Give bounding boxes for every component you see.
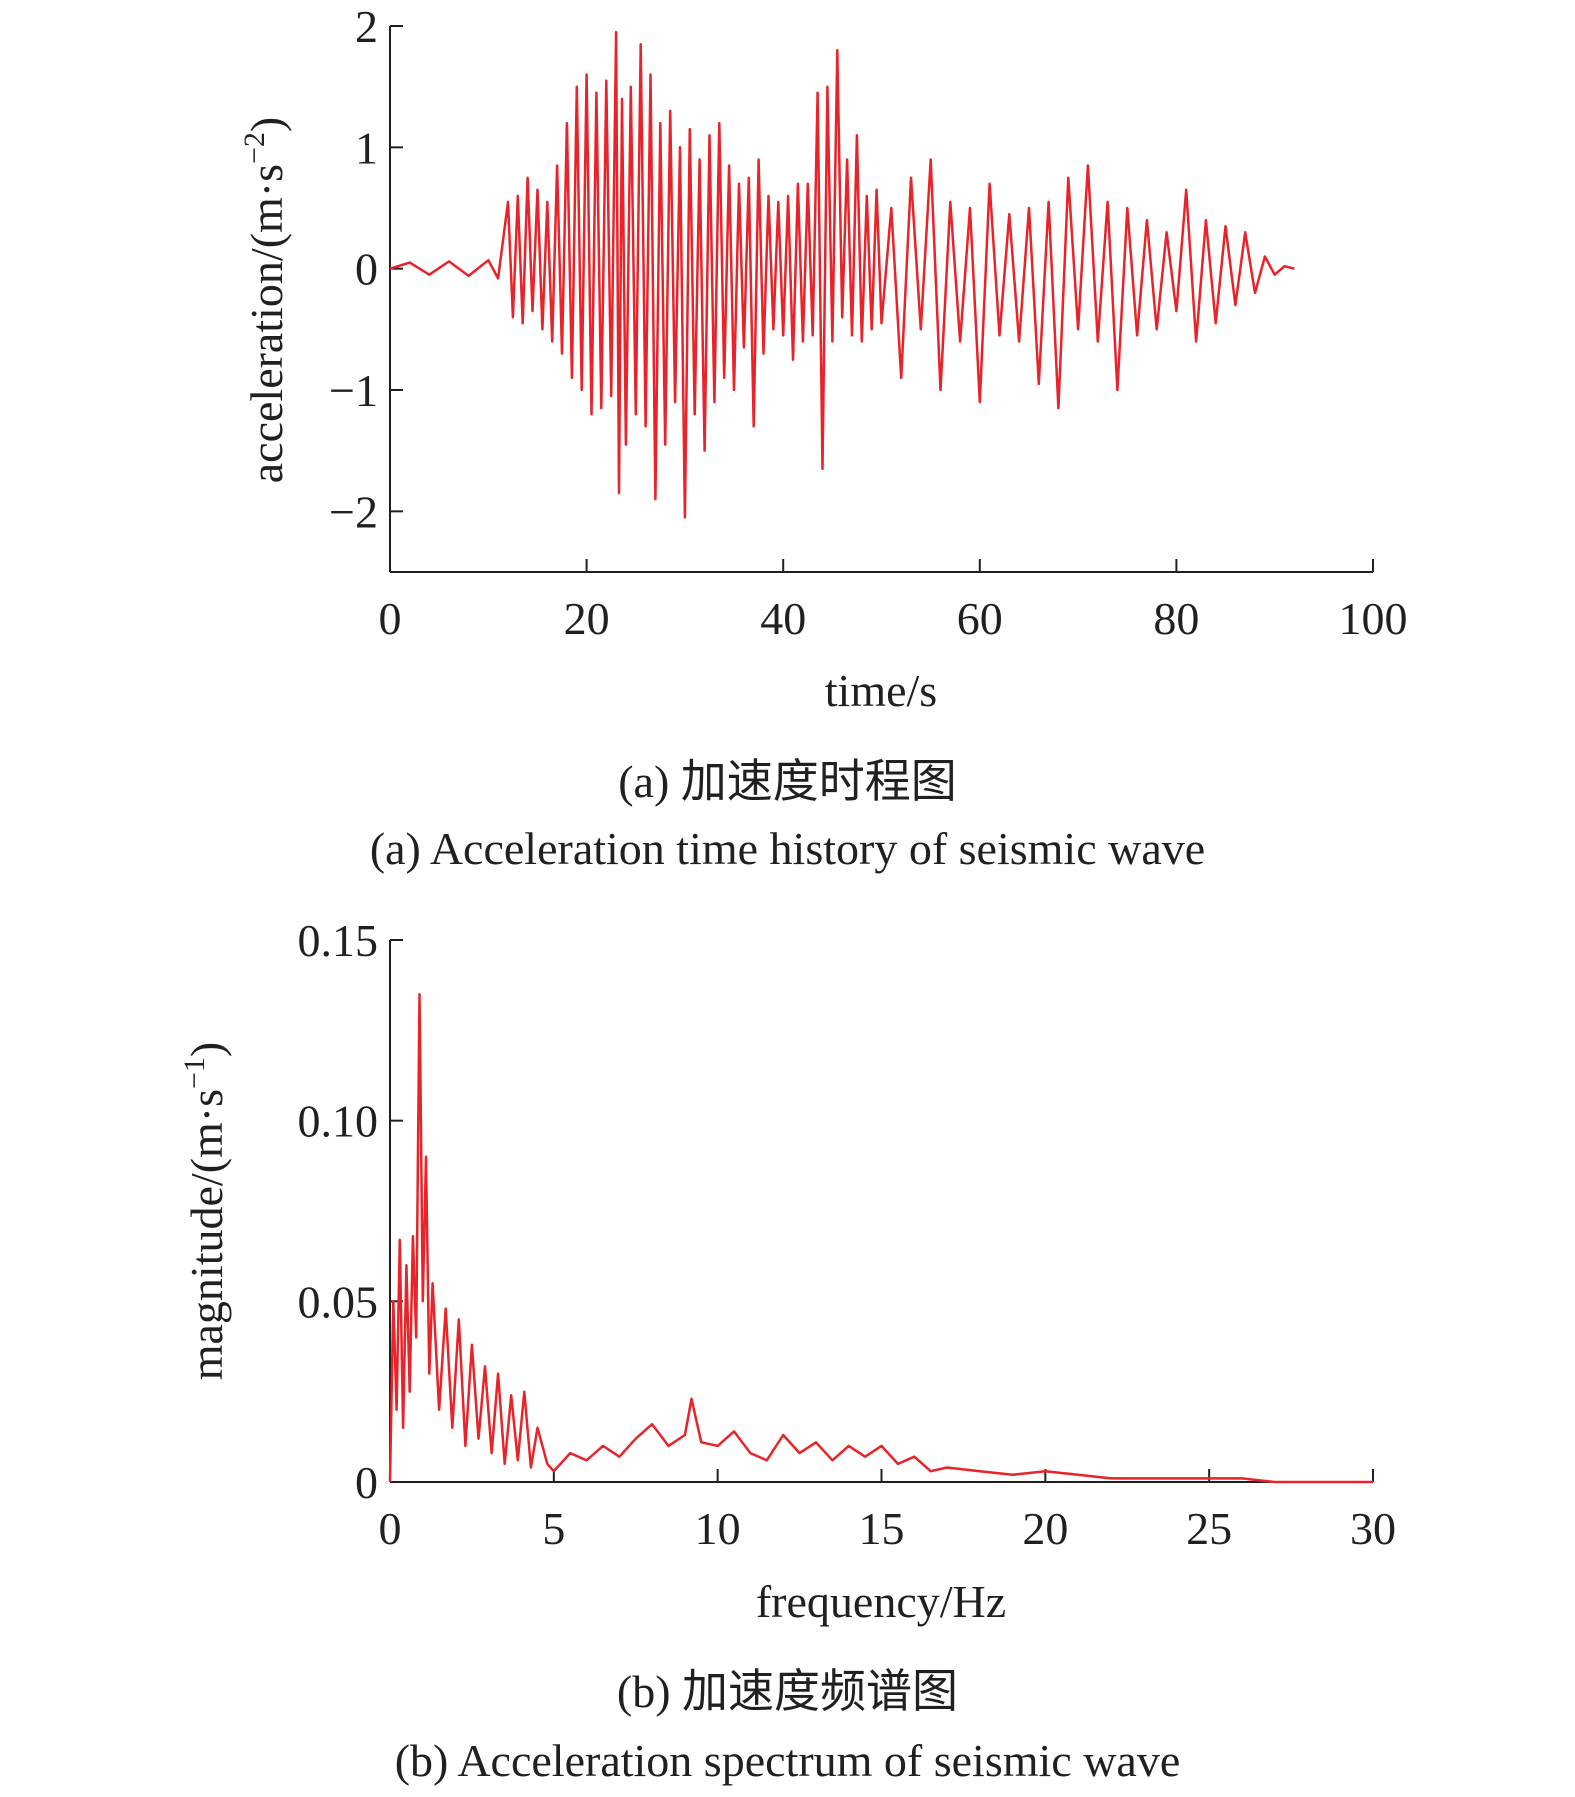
time-x-tick-label: 20 — [564, 593, 610, 644]
freq-x-tick-label: 5 — [542, 1503, 565, 1554]
time-y-tick-label: −1 — [329, 365, 378, 416]
time-y-tick-label: 0 — [355, 244, 378, 295]
x-axis-label: frequency/Hz — [756, 1576, 1006, 1627]
freq-x-tick-label: 0 — [379, 1503, 402, 1554]
y-axis-label: magnitude/(m·s−1) — [178, 1042, 232, 1381]
caption-b-cn: (b) 加速度频谱图 — [616, 1666, 959, 1717]
freq-x-tick-label: 20 — [1022, 1503, 1068, 1554]
caption-a-cn: (a) 加速度时程图 — [618, 756, 957, 807]
series-line — [389, 30, 1295, 519]
freq-x-tick-label: 15 — [859, 1503, 905, 1554]
chart-time-history: 0 20 40 60 80 100 −2 −1 0 1 2 time/s acceleration/… — [238, 1, 1408, 716]
chart-spectrum: 0 5 10 15 20 25 30 0 0.05 0.10 0.15 frequency/Hz m… — [178, 915, 1396, 1627]
time-x-tick-label: 60 — [957, 593, 1003, 644]
y-axis-label-end: ) — [181, 1042, 232, 1057]
time-y-tick-label: −2 — [329, 486, 378, 537]
freq-x-tick-label: 10 — [695, 1503, 741, 1554]
time-y-tick-label: 2 — [355, 1, 378, 52]
freq-y-tick-label: 0.05 — [298, 1276, 379, 1327]
x-axis-label: time/s — [825, 665, 937, 716]
y-axis-label-sup: −2 — [238, 132, 271, 164]
axis-ticks: 0 5 10 15 20 25 30 0 0.05 0.10 0.15 — [298, 915, 1397, 1554]
y-axis-label: acceleration/(m·s−2) — [238, 117, 292, 484]
time-x-tick-label: 100 — [1339, 593, 1408, 644]
freq-x-tick-label: 25 — [1186, 1503, 1232, 1554]
series-line — [388, 992, 1373, 1484]
freq-y-tick-label: 0 — [355, 1457, 378, 1508]
freq-y-tick-label: 0.10 — [298, 1096, 379, 1147]
time-x-tick-label: 80 — [1153, 593, 1199, 644]
time-x-tick-label: 0 — [379, 593, 402, 644]
time-y-tick-label: 1 — [355, 122, 378, 173]
time-x-tick-label: 40 — [760, 593, 806, 644]
caption-a-en: (a) Acceleration time history of seismic… — [369, 823, 1206, 874]
caption-b-en: (b) Acceleration spectrum of seismic wav… — [394, 1735, 1181, 1786]
freq-x-tick-label: 30 — [1350, 1503, 1396, 1554]
y-axis-label-main: magnitude/(m·s — [181, 1089, 232, 1380]
axis-ticks: 0 20 40 60 80 100 −2 −1 0 1 2 — [329, 1, 1407, 644]
y-axis-label-sup: −1 — [178, 1057, 211, 1089]
freq-y-tick-label: 0.15 — [298, 915, 379, 966]
y-axis-label-main: acceleration/(m·s — [241, 164, 292, 483]
y-axis-label-end: ) — [241, 117, 292, 132]
